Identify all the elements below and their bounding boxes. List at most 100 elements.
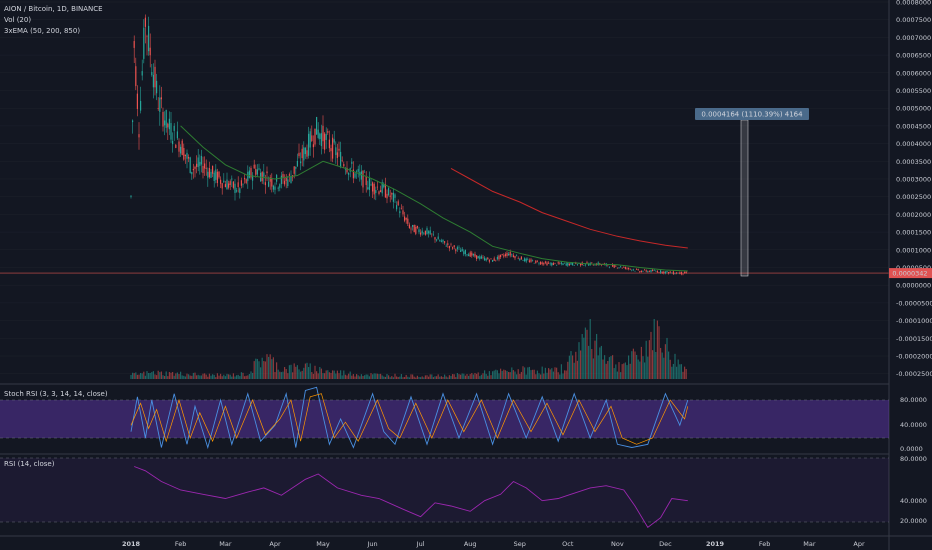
candle-body: [368, 178, 370, 190]
candle-body: [156, 80, 158, 94]
date-tick-label: Jun: [367, 540, 378, 548]
candle-body: [594, 264, 596, 266]
candle-body: [311, 135, 313, 141]
volume-bar: [242, 372, 244, 379]
candle-body: [668, 272, 670, 274]
volume-bar: [311, 372, 313, 379]
candle-body: [632, 269, 634, 271]
volume-bar: [141, 373, 143, 379]
candle-body: [252, 175, 254, 181]
volume-bar: [506, 370, 508, 379]
candle-body: [447, 243, 449, 245]
candle-body: [389, 195, 391, 197]
volume-bar: [322, 373, 324, 379]
volume-bar: [420, 377, 422, 379]
volume-bar: [677, 359, 679, 379]
volume-bar: [576, 360, 578, 379]
volume-bar: [173, 375, 175, 379]
candle-body: [392, 192, 394, 202]
volume-indicator-label: Vol (20): [4, 16, 31, 24]
volume-bar: [272, 357, 274, 379]
candle-body: [231, 178, 233, 180]
price-tick-label: -0.0001000: [896, 317, 932, 325]
candle-body: [567, 262, 569, 266]
candle-body: [213, 172, 215, 182]
candle-body: [490, 258, 492, 259]
volume-bar: [480, 374, 482, 379]
volume-bar: [372, 374, 374, 379]
candle-body: [308, 133, 310, 156]
candle-body: [208, 167, 210, 178]
candle-body: [168, 118, 170, 130]
candle-body: [149, 47, 151, 56]
candle-body: [420, 232, 422, 235]
volume-bar: [452, 374, 454, 379]
price-tick-label: 0.0005000: [896, 105, 931, 113]
volume-bar: [389, 377, 391, 379]
candle-body: [682, 273, 684, 275]
candle-body: [418, 229, 420, 233]
volume-bar: [213, 374, 215, 379]
candle-body: [376, 186, 378, 188]
volume-bar: [194, 372, 196, 379]
candle-body: [314, 128, 316, 145]
candle-body: [335, 147, 337, 155]
volume-bar: [200, 375, 202, 379]
volume-bar: [536, 370, 538, 379]
candle-body: [487, 257, 489, 260]
candle-body: [445, 245, 447, 247]
price-tick-label: 0.0000000: [896, 282, 931, 290]
candle-body: [663, 271, 665, 274]
volume-bar: [637, 359, 639, 379]
candle-body: [135, 66, 137, 87]
time-axis[interactable]: 2018 Feb Mar Apr May Jun Jul Aug Sep Oct Nov Dec 201…: [122, 540, 865, 548]
price-tick-label: 0.0007000: [896, 34, 931, 42]
candle-body: [325, 134, 327, 140]
candle-body: [517, 258, 519, 259]
volume-bar: [461, 373, 463, 379]
candle-body: [181, 140, 183, 156]
volume-bar: [258, 361, 260, 379]
volume-bar: [423, 377, 425, 379]
candle-body: [564, 262, 566, 264]
candle-body: [173, 125, 175, 131]
candle-body: [136, 93, 138, 109]
volume-bar: [192, 372, 194, 379]
volume-bar: [522, 366, 524, 379]
candle-body: [471, 252, 473, 256]
volume-bar: [220, 373, 222, 379]
volume-bar: [196, 375, 198, 379]
candle-body: [140, 101, 142, 111]
volume-bar: [495, 369, 497, 379]
volume-bar: [448, 375, 450, 379]
volume-bar: [440, 376, 442, 379]
candle-body: [152, 74, 154, 88]
candle-body: [613, 264, 615, 268]
candle-body: [488, 260, 490, 262]
volume-bar: [207, 376, 209, 379]
volume-bar: [164, 376, 166, 379]
volume-bar: [288, 365, 290, 379]
price-tick-label: 0.0006500: [896, 52, 931, 60]
volume-bar: [408, 377, 410, 379]
candle-body: [205, 167, 207, 169]
candle-body: [212, 165, 214, 174]
volume-bar: [450, 375, 452, 379]
candle-body: [664, 271, 666, 274]
candle-body: [309, 131, 311, 148]
candle-body: [476, 255, 478, 259]
candle-body: [426, 228, 428, 235]
stoch-tick-0: 0.0000: [900, 445, 923, 453]
candle-body: [180, 146, 182, 154]
volume-bar: [583, 337, 585, 379]
candle-body: [464, 249, 466, 255]
candle-body: [455, 249, 457, 252]
candle-body: [482, 256, 484, 258]
price-axis[interactable]: 0.0008000 0.0007500 0.0007000 0.0006500 0.00…: [896, 0, 932, 378]
candle-body: [639, 271, 641, 273]
volume-bar: [231, 376, 233, 379]
date-tick-label: 2019: [706, 540, 725, 548]
measure-tool[interactable]: 0.0004164 (1110.39%) 4164: [695, 108, 809, 277]
candle-body: [373, 183, 375, 195]
